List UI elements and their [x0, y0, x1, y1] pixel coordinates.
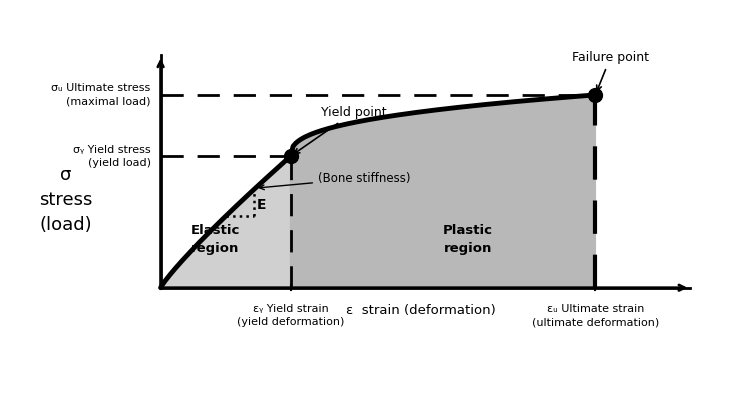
Text: σ
stress
(load): σ stress (load) — [38, 165, 92, 234]
Text: εᵤ Ultimate strain
(ultimate deformation): εᵤ Ultimate strain (ultimate deformation… — [532, 304, 659, 327]
Point — [285, 153, 297, 160]
Text: Plastic
region: Plastic region — [443, 224, 493, 255]
Text: σᵧ Yield stress
(yield load): σᵧ Yield stress (yield load) — [73, 145, 151, 168]
Text: (Bone stiffness): (Bone stiffness) — [260, 172, 410, 190]
Text: ε  strain (deformation): ε strain (deformation) — [346, 304, 495, 317]
Polygon shape — [160, 156, 291, 288]
Text: Failure point: Failure point — [572, 51, 649, 91]
Polygon shape — [291, 95, 596, 288]
Text: E: E — [257, 198, 266, 212]
Text: Elastic
region: Elastic region — [191, 224, 240, 255]
Text: σᵤ Ultimate stress
(maximal load): σᵤ Ultimate stress (maximal load) — [51, 83, 151, 107]
Text: Yield point: Yield point — [294, 106, 386, 154]
Point — [590, 92, 602, 98]
Text: εᵧ Yield strain
(yield deformation): εᵧ Yield strain (yield deformation) — [237, 304, 344, 327]
